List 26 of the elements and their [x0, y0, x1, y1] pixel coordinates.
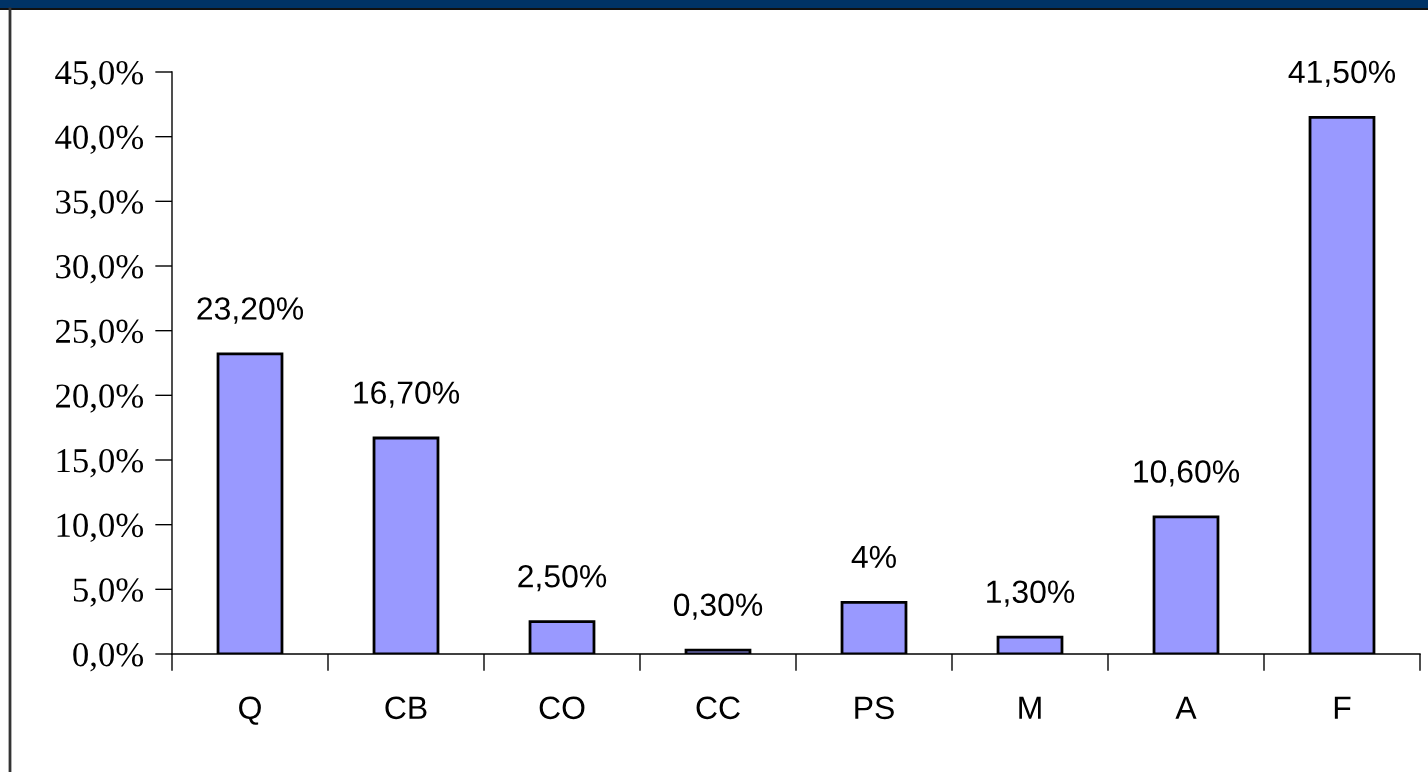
x-tick-label: Q [239, 696, 261, 725]
x-tick-label: PS [855, 696, 894, 720]
y-tick-label: 10,0% [57, 513, 144, 543]
y-tick-label: 30,0% [56, 254, 144, 284]
data-label: 1,30% [987, 580, 1075, 607]
data-label: 4% [851, 545, 896, 569]
x-tick-label: M [1019, 696, 1041, 719]
data-label: 0,30% [673, 593, 763, 620]
y-tick-label: 45,0% [55, 60, 144, 90]
data-label: 16,70% [354, 381, 460, 408]
data-label: 23,20% [197, 297, 304, 324]
y-tick-label: 40,0% [55, 125, 144, 155]
x-tick-label: CO [539, 696, 585, 720]
data-label: 10,60% [1134, 460, 1240, 487]
data-label: 2,50% [518, 564, 607, 592]
x-tick-label: F [1334, 696, 1351, 719]
data-label: 41,50% [1288, 60, 1396, 87]
y-tick-label: 0,0% [73, 642, 144, 672]
y-tick-label: 5,0% [73, 578, 144, 607]
y-tick-label: 15,0% [57, 448, 144, 478]
y-tick-label: 35,0% [56, 190, 144, 219]
y-tick-label: 25,0% [56, 319, 144, 349]
x-tick-label: A [1175, 696, 1197, 719]
x-tick-label: CC [696, 696, 740, 720]
x-tick-label: CB [385, 696, 427, 720]
y-tick-label: 20,0% [56, 384, 144, 413]
